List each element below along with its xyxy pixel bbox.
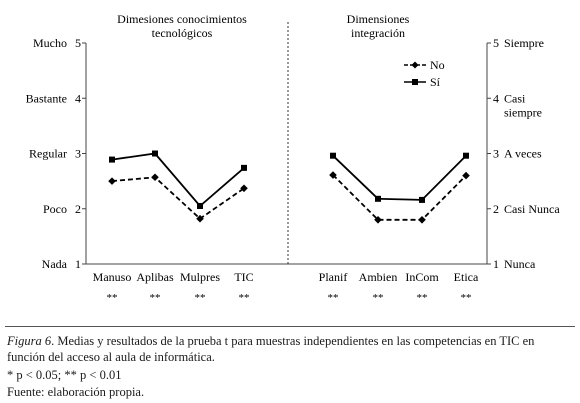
x-tick-label: Manuso bbox=[93, 270, 132, 284]
y-tick-label-left: 4 bbox=[75, 91, 81, 105]
y-scale-label-left: Nada bbox=[42, 257, 68, 271]
y-scale-label-left: Regular bbox=[29, 147, 67, 161]
data-point-si bbox=[109, 156, 115, 163]
y-scale-label-right: Nunca bbox=[504, 257, 536, 271]
y-scale-label-right: A veces bbox=[504, 147, 542, 161]
legend-label-no: No bbox=[430, 58, 445, 72]
series-line-si bbox=[332, 155, 467, 201]
figure-caption-text: . Medias y resultados de la prueba t par… bbox=[7, 334, 535, 364]
x-tick-label: Aplibas bbox=[136, 270, 174, 284]
data-point-no bbox=[108, 177, 116, 185]
y-scale-label-left: Bastante bbox=[26, 91, 67, 105]
figure-source: Fuente: elaboración propia. bbox=[7, 385, 145, 399]
data-point-si bbox=[152, 150, 158, 157]
chart: 1 Nada 1 Nunca 2 Poco 2 Casi Nunca 3 Regular 3 A ve… bbox=[26, 12, 561, 304]
data-point-no bbox=[462, 171, 470, 180]
series-line-no bbox=[332, 174, 467, 221]
y-scale-label-right: siempre bbox=[504, 105, 542, 119]
data-point-si bbox=[463, 152, 469, 159]
y-tick-label-left: 2 bbox=[75, 202, 81, 216]
significance-label: ** bbox=[417, 292, 428, 304]
data-point-no bbox=[329, 171, 337, 179]
data-point-si bbox=[241, 164, 247, 171]
x-tick-label: Ambien bbox=[359, 270, 398, 284]
significance-note: * p < 0.05; ** p < 0.01 bbox=[7, 368, 122, 382]
y-scale-label-left: Poco bbox=[43, 202, 67, 216]
figure-label: Figura 6 bbox=[7, 334, 52, 348]
y-tick-label-left: 1 bbox=[75, 257, 81, 271]
data-point-no bbox=[240, 184, 248, 193]
data-point-no bbox=[196, 214, 204, 223]
x-tick-label: TIC bbox=[234, 270, 253, 284]
data-point-no bbox=[374, 216, 382, 224]
panel-title: Dimesiones conocimientos bbox=[117, 12, 247, 26]
data-point-si bbox=[419, 196, 425, 203]
panel-title: tecnológicos bbox=[152, 26, 213, 40]
caption-top-rule bbox=[5, 326, 575, 327]
x-tick-label: InCom bbox=[405, 270, 439, 284]
y-tick-label-right: 4 bbox=[493, 91, 499, 105]
figure-caption: Figura 6. Medias y resultados de la prue… bbox=[7, 333, 573, 365]
significance-label: ** bbox=[107, 292, 118, 304]
x-tick-label: Planif bbox=[319, 270, 348, 284]
y-scale-label-left: Mucho bbox=[33, 36, 67, 50]
y-tick-label-left: 3 bbox=[75, 147, 81, 161]
significance-label: ** bbox=[328, 292, 339, 304]
panel-title: integración bbox=[351, 26, 405, 40]
legend-marker-si bbox=[412, 79, 418, 85]
y-scale-label-right: Casi Nunca bbox=[504, 202, 560, 216]
y-tick-label-right: 5 bbox=[493, 36, 499, 50]
y-scale-label-right: Siempre bbox=[504, 36, 544, 50]
legend-marker-no bbox=[411, 61, 419, 69]
y-tick-label-left: 5 bbox=[75, 36, 81, 50]
y-tick-label-right: 2 bbox=[493, 202, 499, 216]
significance-label: ** bbox=[239, 292, 250, 304]
significance-label: ** bbox=[150, 292, 161, 304]
data-point-si bbox=[197, 202, 203, 209]
x-tick-label: Etica bbox=[454, 270, 479, 284]
significance-label: ** bbox=[373, 292, 384, 304]
significance-label: ** bbox=[195, 292, 206, 304]
y-tick-label-right: 1 bbox=[493, 257, 499, 271]
data-point-si bbox=[330, 152, 336, 159]
data-point-no bbox=[151, 173, 159, 182]
data-point-si bbox=[375, 195, 381, 202]
data-point-no bbox=[418, 216, 426, 224]
panel-title: Dimensiones bbox=[347, 12, 410, 26]
y-tick-label-right: 3 bbox=[493, 147, 499, 161]
series-line-no bbox=[111, 176, 245, 220]
y-scale-label-right: Casi bbox=[504, 91, 526, 105]
legend-label-si: Sí bbox=[430, 75, 441, 89]
series-line-si bbox=[111, 152, 245, 208]
x-tick-label: Mulpres bbox=[180, 270, 220, 284]
significance-label: ** bbox=[461, 292, 472, 304]
